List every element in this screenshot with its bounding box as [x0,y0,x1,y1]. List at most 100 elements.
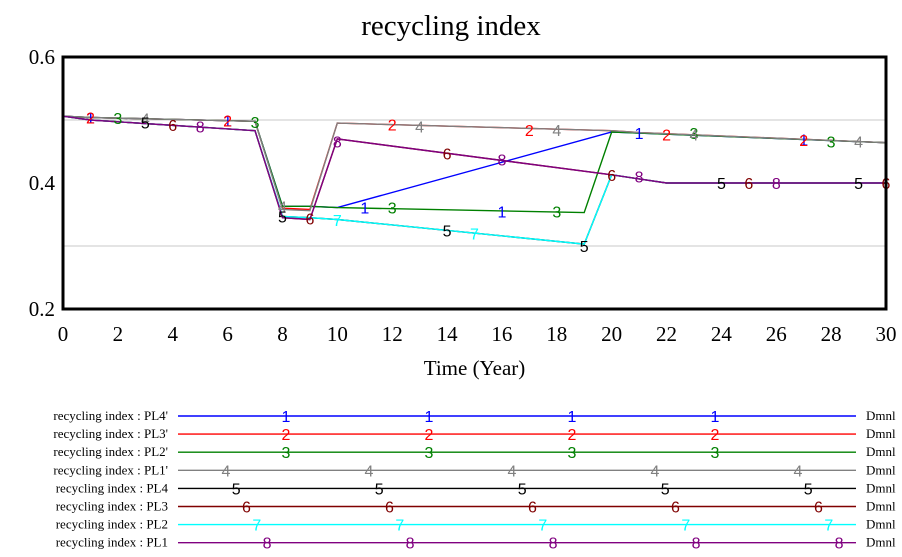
series-marker-4: 4 [415,119,424,136]
legend-marker-1: 1 [425,409,434,426]
x-tick-label: 4 [167,322,178,346]
legend-marker-2: 2 [425,427,434,444]
x-tick-label: 18 [546,322,567,346]
legend-marker-5: 5 [661,481,670,498]
legend-marker-6: 6 [385,500,394,517]
x-tick-label: 12 [382,322,403,346]
series-line-4 [62,115,887,212]
series-marker-3: 3 [552,204,561,221]
legend-marker-4: 4 [221,463,230,480]
series-marker-3: 3 [388,201,397,218]
series-marker-8: 8 [772,176,781,193]
series-marker-1: 1 [635,126,644,143]
legend-label-5: recycling index : PL4 [56,480,169,495]
legend-units: Dmnl [866,480,896,495]
legend-marker-8: 8 [835,536,844,553]
series-marker-5: 5 [717,176,726,193]
x-tick-label: 22 [656,322,677,346]
legend-marker-8: 8 [263,536,272,553]
series-marker-2: 2 [223,114,232,131]
series-marker-2: 2 [662,127,671,144]
x-tick-label: 2 [113,322,124,346]
axis-layer: 0.20.40.60 2 4 6 8 10 12 14 16 18 20 22 24 26 28 30Time… [29,45,897,380]
legend-units: Dmnl [866,462,896,477]
x-tick-label: 14 [437,322,459,346]
legend-marker-6: 6 [528,500,537,517]
y-tick-label: 0.4 [29,171,56,195]
chart-title: recycling index [361,10,541,42]
series-marker-8: 8 [497,153,506,170]
series-marker-1: 1 [360,201,369,218]
x-tick-label: 20 [601,322,622,346]
series-marker-3: 3 [251,115,260,132]
legend-label-8: recycling index : PL1 [56,535,168,550]
legend-units: Dmnl [866,426,896,441]
series-marker-4: 4 [690,127,699,144]
series-layer [62,115,887,245]
legend-marker-8: 8 [406,536,415,553]
x-tick-label: 8 [277,322,288,346]
legend-marker-1: 1 [711,409,720,426]
series-marker-8: 8 [196,119,205,136]
series-marker-2: 2 [525,123,534,140]
legend-marker-2: 2 [568,427,577,444]
series-marker-4: 4 [552,123,561,140]
series-marker-2: 2 [388,117,397,134]
series-marker-6: 6 [607,168,616,185]
series-marker-8: 8 [333,134,342,151]
series-marker-1: 1 [799,133,808,150]
legend-marker-3: 3 [711,445,720,462]
y-tick-label: 0.2 [29,297,55,321]
legend-marker-2: 2 [282,427,291,444]
x-tick-label: 10 [327,322,348,346]
series-marker-6: 6 [168,118,177,135]
series-marker-4: 4 [278,199,287,216]
legend-marker-7: 7 [252,518,261,535]
series-marker-1: 1 [223,114,232,131]
series-marker-7: 7 [470,226,479,243]
series-marker-2: 2 [86,110,95,127]
x-tick-label: 16 [491,322,512,346]
legend-marker-6: 6 [671,500,680,517]
plot-frame [61,55,888,311]
legend-marker-7: 7 [538,518,547,535]
x-tick-label: 6 [222,322,233,346]
series-marker-5: 5 [854,176,863,193]
legend-marker-4: 4 [793,463,802,480]
series-marker-1: 1 [497,204,506,221]
legend-units: Dmnl [866,499,896,514]
legend-label-3: recycling index : PL2' [53,444,168,459]
series-marker-5: 5 [141,116,150,133]
legend-label-4: recycling index : PL1' [53,462,168,477]
legend-marker-5: 5 [232,481,241,498]
legend-marker-8: 8 [549,536,558,553]
series-marker-3: 3 [690,126,699,143]
legend-marker-1: 1 [282,409,291,426]
y-tick-label: 0.6 [29,45,55,69]
legend-units: Dmnl [866,535,896,550]
legend-marker-4: 4 [507,463,516,480]
legend-marker-6: 6 [242,500,251,517]
series-marker-1: 1 [86,110,95,127]
series-marker-7: 7 [333,213,342,230]
legend-marker-4: 4 [364,463,373,480]
legend-marker-5: 5 [518,481,527,498]
legend-marker-5: 5 [804,481,813,498]
series-marker-4: 4 [141,112,150,129]
legend-marker-4: 4 [650,463,659,480]
legend-marker-5: 5 [375,481,384,498]
legend-marker-7: 7 [824,518,833,535]
legend-marker-3: 3 [568,445,577,462]
legend-marker-7: 7 [395,518,404,535]
series-marker-5: 5 [580,239,589,256]
x-axis-label: Time (Year) [424,356,526,380]
legend-units: Dmnl [866,408,896,423]
legend-marker-1: 1 [568,409,577,426]
x-tick-label: 28 [821,322,842,346]
legend-marker-6: 6 [814,500,823,517]
series-marker-8: 8 [635,170,644,187]
legend-marker-3: 3 [282,445,291,462]
